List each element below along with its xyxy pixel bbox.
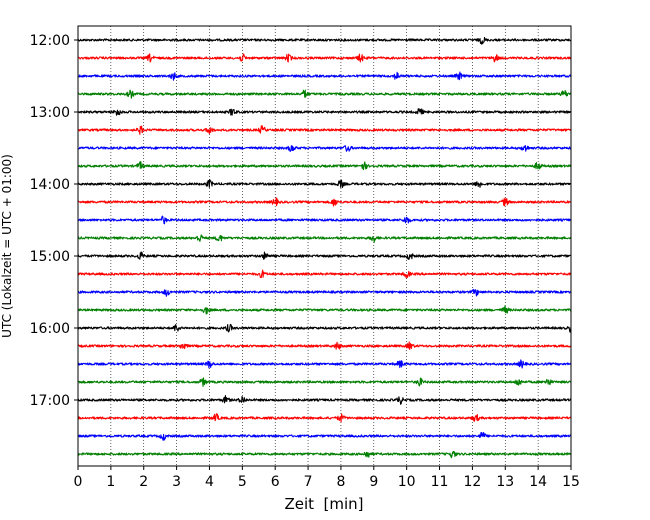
x-tick-label: 8 <box>336 474 345 490</box>
trace-1315 <box>77 125 572 135</box>
trace-1400 <box>77 179 572 189</box>
trace-1445 <box>77 234 572 243</box>
x-tick-label: 9 <box>369 474 378 490</box>
trace-1600 <box>77 323 572 333</box>
x-tick-label: 7 <box>304 474 313 490</box>
trace-1245 <box>77 89 572 99</box>
trace-1215 <box>77 53 572 63</box>
trace-1745 <box>77 450 572 459</box>
y-tick-label: 16:00 <box>30 321 70 337</box>
x-tick-label: 12 <box>463 474 481 490</box>
x-tick-label: 5 <box>238 474 247 490</box>
trace-1715 <box>77 413 572 423</box>
x-tick-label: 11 <box>431 474 449 490</box>
trace-1700 <box>77 395 572 405</box>
trace-1500 <box>77 251 572 260</box>
x-tick-label: 14 <box>529 474 547 490</box>
y-tick-label: 12:00 <box>30 33 70 49</box>
trace-1430 <box>77 215 572 225</box>
axis-ticks: 0 1 2 3 4 5 6 7 8 9 10 11 12 13 14 1512:0013:0014:0015:… <box>30 33 580 490</box>
trace-1645 <box>77 377 572 387</box>
x-tick-label: 1 <box>106 474 115 490</box>
x-tick-label: 15 <box>562 474 580 490</box>
x-tick-label: 13 <box>496 474 514 490</box>
trace-1330 <box>77 144 572 152</box>
y-tick-label: 17:00 <box>30 393 70 409</box>
x-tick-label: 2 <box>139 474 148 490</box>
x-tick-label: 0 <box>74 474 83 490</box>
trace-1615 <box>77 341 572 350</box>
trace-1545 <box>77 305 572 315</box>
y-tick-label: 15:00 <box>30 249 70 265</box>
seismic-traces <box>77 36 572 459</box>
y-tick-label: 13:00 <box>30 105 70 121</box>
x-tick-label: 3 <box>172 474 181 490</box>
trace-1515 <box>77 269 572 279</box>
x-axis-label: Zeit [min] <box>284 495 363 513</box>
x-tick-label: 6 <box>271 474 280 490</box>
trace-1300 <box>77 108 572 116</box>
x-tick-label: 4 <box>205 474 214 490</box>
trace-1415 <box>77 197 572 207</box>
trace-1730 <box>77 432 572 441</box>
trace-1200 <box>77 36 572 45</box>
y-tick-label: 14:00 <box>30 177 70 193</box>
trace-1630 <box>77 359 572 369</box>
x-tick-label: 10 <box>398 474 416 490</box>
trace-1530 <box>77 288 572 297</box>
y-axis-label: UTC (Lokalzeit = UTC + 01:00) <box>0 154 14 338</box>
plot-frame <box>77 25 572 467</box>
trace-1345 <box>77 161 572 171</box>
grid-lines <box>110 26 539 466</box>
trace-1230 <box>77 71 572 81</box>
